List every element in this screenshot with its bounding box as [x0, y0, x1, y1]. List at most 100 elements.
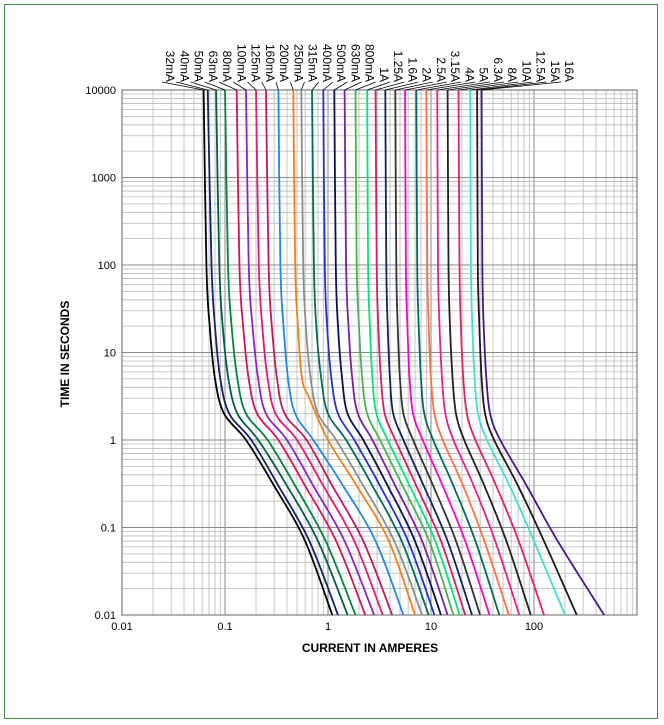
chart-frame: [4, 4, 658, 719]
leader-400mA: [311, 81, 320, 91]
curve-label-12.5A: 12.5A: [534, 51, 548, 82]
curve-2.5A: [394, 89, 481, 616]
curves: [202, 89, 605, 616]
leader-250mA: [289, 81, 294, 91]
curve-labels: 32mA 40mA 50mA 63mA 80mA 100mA 125mA 160mA 200mA…: [163, 44, 576, 82]
leader-630mA: [334, 81, 348, 91]
y-tick-label: 10: [104, 348, 116, 360]
leader-2A: [385, 81, 419, 91]
curve-15A: [476, 89, 578, 616]
tick-labels: 0.01 0.1 1 10 100 10000 1000 100 10 1 0.1 0.01: [85, 85, 543, 633]
leader-200mA: [275, 81, 279, 91]
curve-5A: [425, 89, 510, 616]
curve-8A: [446, 89, 532, 616]
x-tick-label: 10: [425, 621, 437, 633]
curve-63mA: [224, 89, 357, 616]
leader-10A: [458, 81, 519, 91]
curve-label-125mA: 125mA: [249, 44, 263, 82]
curve-1A: [354, 89, 455, 616]
curve-10A: [457, 89, 545, 616]
x-tick-label: 0.1: [217, 621, 232, 633]
leader-8A: [447, 81, 505, 91]
curve-label-1.25A: 1.25A: [391, 51, 405, 82]
curve-label-800mA: 800mA: [363, 44, 377, 82]
curve-label-2.5A: 2.5A: [434, 57, 448, 82]
curve-label-100mA: 100mA: [234, 44, 248, 82]
label-leaders: [161, 81, 562, 91]
leader-1.6A: [375, 81, 405, 91]
leader-63mA: [204, 81, 226, 91]
leader-500mA: [323, 81, 334, 91]
curve-125mA: [255, 89, 384, 616]
curve-500mA: [322, 89, 436, 616]
leader-12.5A: [470, 81, 533, 91]
curve-6.3A: [436, 89, 521, 616]
curve-label-40mA: 40mA: [177, 51, 191, 82]
leader-6.3A: [437, 81, 490, 91]
curve-label-63mA: 63mA: [206, 51, 220, 82]
y-axis-label: TIME IN SECONDS: [58, 301, 72, 408]
x-tick-label: 1: [325, 621, 331, 633]
curve-32mA: [202, 89, 334, 616]
curve-label-630mA: 630mA: [348, 44, 362, 82]
curve-250mA: [292, 89, 416, 616]
leader-3.15A: [404, 81, 448, 91]
leader-160mA: [261, 81, 267, 91]
curve-label-160mA: 160mA: [263, 44, 277, 82]
leader-2.5A: [395, 81, 433, 91]
curve-label-3.15A: 3.15A: [448, 51, 462, 82]
leader-125mA: [247, 81, 257, 91]
leader-1A: [355, 81, 376, 91]
curve-label-32mA: 32mA: [163, 51, 177, 82]
leader-15A: [477, 81, 547, 91]
leader-16A: [481, 81, 562, 91]
curve-label-15A: 15A: [548, 61, 562, 82]
curve-label-400mA: 400mA: [320, 44, 334, 82]
curve-1.6A: [374, 89, 467, 616]
leader-800mA: [344, 81, 362, 91]
x-tick-label: 0.01: [111, 621, 132, 633]
y-tick-label: 0.1: [101, 523, 116, 535]
y-tick-label: 1: [110, 435, 116, 447]
curve-800mA: [343, 89, 449, 616]
leader-1.25A: [367, 81, 391, 91]
curve-label-200mA: 200mA: [277, 44, 291, 82]
curve-label-1A: 1A: [377, 67, 391, 82]
leader-315mA: [300, 81, 305, 91]
leader-50mA: [190, 81, 217, 91]
plot-border: [121, 89, 638, 616]
curve-label-10A: 10A: [519, 61, 533, 82]
curve-50mA: [215, 89, 349, 616]
leader-100mA: [233, 81, 247, 91]
curve-1.25A: [366, 89, 461, 616]
curve-16A: [480, 89, 605, 616]
leader-80mA: [218, 81, 237, 91]
curve-80mA: [235, 89, 367, 616]
curve-label-250mA: 250mA: [291, 44, 305, 82]
curve-label-315mA: 315mA: [306, 44, 320, 82]
curve-label-4A: 4A: [462, 67, 476, 82]
curve-2A: [384, 89, 473, 616]
y-tick-label: 0.01: [95, 610, 116, 622]
curve-3.15A: [404, 89, 491, 616]
curve-label-16A: 16A: [562, 61, 576, 82]
x-axis-label: CURRENT IN AMPERES: [302, 641, 438, 655]
leader-5A: [426, 81, 476, 91]
curve-315mA: [300, 89, 423, 616]
leader-32mA: [161, 81, 204, 91]
curve-160mA: [265, 89, 394, 616]
curve-label-50mA: 50mA: [192, 51, 206, 82]
curve-label-5A: 5A: [477, 67, 491, 82]
curve-400mA: [311, 89, 430, 616]
curve-4A: [415, 89, 501, 616]
curve-200mA: [277, 89, 405, 616]
curve-label-2A: 2A: [420, 67, 434, 82]
curve-100mA: [245, 89, 375, 616]
y-tick-label: 10000: [85, 85, 116, 97]
curve-40mA: [206, 89, 339, 616]
y-tick-label: 100: [98, 260, 116, 272]
x-tick-label: 100: [525, 621, 543, 633]
curve-630mA: [333, 89, 442, 616]
leader-40mA: [176, 81, 208, 91]
